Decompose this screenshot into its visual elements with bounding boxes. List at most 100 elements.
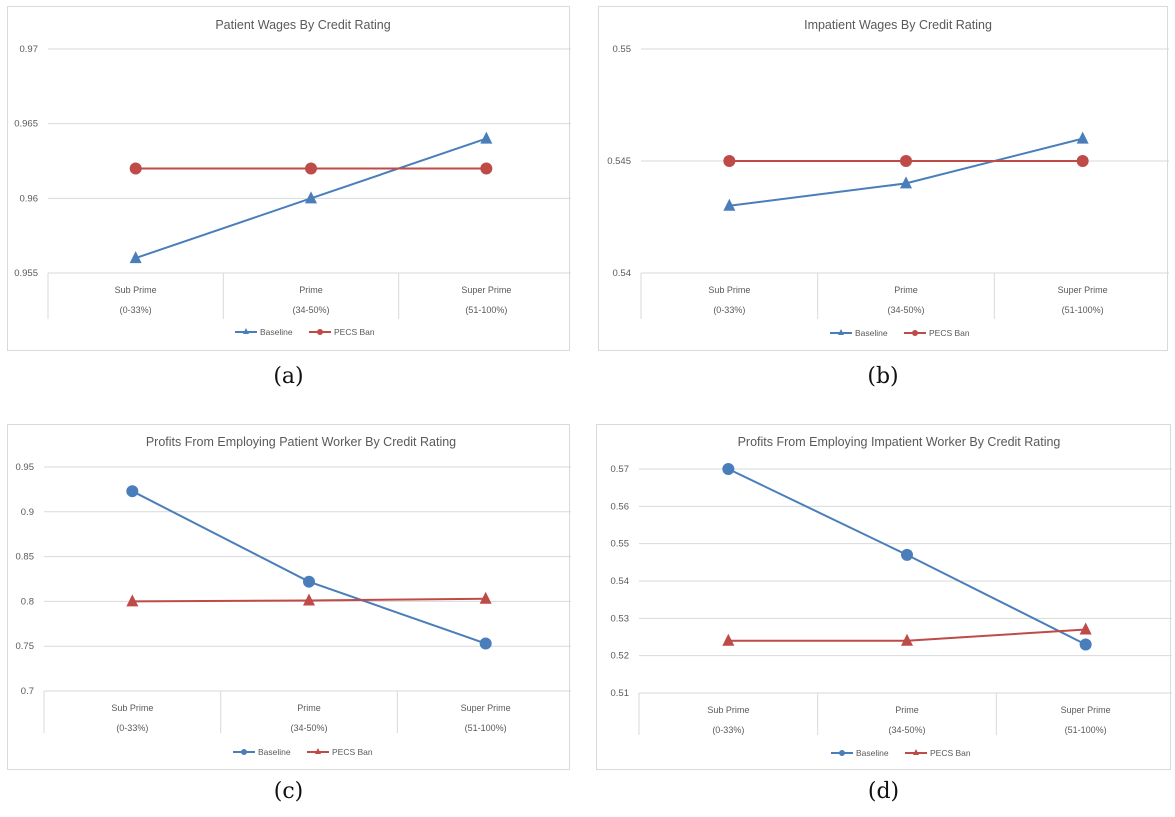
x-tick-label: Prime [895,705,919,715]
data-point [1079,638,1092,651]
chart-title: Profits From Employing Patient Worker By… [146,435,456,449]
legend-label: Baseline [260,327,293,337]
chart-frame: Profits From Employing Patient Worker By… [7,424,571,770]
x-tick-sublabel: (34-50%) [887,305,924,315]
panel-caption: (a) [273,364,304,389]
x-tick-label: Prime [297,703,321,713]
legend-entry: Baseline [235,327,293,337]
x-tick-sublabel: (0-33%) [120,305,152,315]
chart-title: Impatient Wages By Credit Rating [804,18,992,32]
legend-entry: PECS Ban [904,328,970,338]
x-tick-sublabel: (51-100%) [465,305,507,315]
legend-label: Baseline [855,328,888,338]
legend-entry: PECS Ban [307,747,373,757]
line-chart: Profits From Employing Patient Worker By… [16,435,571,757]
legend-entry: Baseline [831,748,889,758]
y-tick-label: 0.57 [611,464,630,475]
legend-label: PECS Ban [332,747,373,757]
x-tick-label: Sub Prime [707,705,749,715]
x-tick-sublabel: (0-33%) [712,725,744,735]
data-point [901,633,913,646]
data-point [722,463,735,475]
x-tick-sublabel: (51-100%) [1065,725,1107,735]
data-point [723,155,736,167]
data-point [126,485,139,498]
series-baseline [722,463,1092,651]
legend-entry: PECS Ban [309,327,375,337]
legend-marker [912,330,918,336]
legend-marker [913,749,919,755]
y-tick-label: 0.955 [14,268,38,279]
x-tick-label: Super Prime [461,703,511,713]
data-point [305,162,317,175]
x-tick-sublabel: (0-33%) [116,723,148,733]
series-baseline [129,131,493,264]
chart-frame: Impatient Wages By Credit Rating 0.54 0.54… [598,6,1169,351]
data-point [722,633,735,646]
legend-entry: Baseline [233,747,291,757]
series-pecs-ban [723,155,1089,167]
panel-caption: (c) [273,779,304,804]
y-tick-label: 0.54 [613,268,632,279]
data-point [129,251,142,264]
y-tick-label: 0.8 [21,596,34,607]
data-point [900,176,912,189]
chart-panel-b: Impatient Wages By Credit Rating 0.54 0.54… [598,6,1169,404]
x-tick-label: Prime [299,285,323,295]
legend-marker [241,749,247,755]
data-point [129,162,142,175]
data-point [480,131,493,144]
data-point [305,191,317,204]
data-point [126,594,139,607]
y-tick-label: 0.53 [611,613,630,624]
series-pecs-ban [126,591,492,607]
x-tick-sublabel: (34-50%) [292,305,329,315]
y-tick-label: 0.55 [613,44,632,55]
legend-label: PECS Ban [334,327,375,337]
data-point [900,155,912,167]
chart-frame: Patient Wages By Credit Rating 0.955 0.96 0… [7,6,571,351]
series-baseline [126,485,492,650]
chart-frame: Profits From Employing Impatient Worker … [596,424,1172,770]
data-point [479,637,492,650]
x-tick-label: Super Prime [1058,285,1108,295]
chart-panel-d: Profits From Employing Impatient Worker … [596,424,1172,817]
x-tick-sublabel: (0-33%) [713,305,745,315]
data-point [479,591,492,604]
x-tick-label: Super Prime [461,285,511,295]
legend-label: PECS Ban [929,328,970,338]
x-tick-sublabel: (51-100%) [1062,305,1104,315]
y-tick-label: 0.545 [607,156,631,167]
chart-panel-a: Patient Wages By Credit Rating 0.955 0.96 0… [7,6,571,404]
legend-marker [315,748,321,754]
legend: Baseline PECS Ban [235,327,375,337]
y-tick-label: 0.56 [611,501,630,512]
y-tick-label: 0.51 [611,688,630,699]
x-tick-label: Sub Prime [111,703,153,713]
data-point [723,198,736,211]
series-line [131,490,486,645]
x-tick-label: Prime [894,285,918,295]
data-point [303,575,315,588]
y-tick-label: 0.7 [21,686,34,697]
panel-caption: (d) [867,779,900,804]
legend-marker [243,328,249,334]
y-tick-label: 0.96 [20,193,39,204]
y-tick-label: 0.9 [21,507,34,518]
chart-title: Profits From Employing Impatient Worker … [738,435,1061,449]
x-tick-sublabel: (51-100%) [465,723,507,733]
x-tick-label: Sub Prime [115,285,157,295]
y-tick-label: 0.95 [16,462,35,473]
y-tick-label: 0.97 [20,44,39,55]
legend-marker [839,750,845,756]
y-tick-label: 0.965 [14,119,38,130]
legend-entry: PECS Ban [905,748,971,758]
y-tick-label: 0.52 [611,651,630,662]
legend: Baseline PECS Ban [830,328,970,338]
y-tick-label: 0.55 [611,539,630,550]
chart-panel-c: Profits From Employing Patient Worker By… [7,424,571,817]
legend-marker [317,329,323,335]
series-baseline [723,131,1089,211]
data-point [1079,622,1092,635]
line-chart: Patient Wages By Credit Rating 0.955 0.96 0… [14,18,571,337]
